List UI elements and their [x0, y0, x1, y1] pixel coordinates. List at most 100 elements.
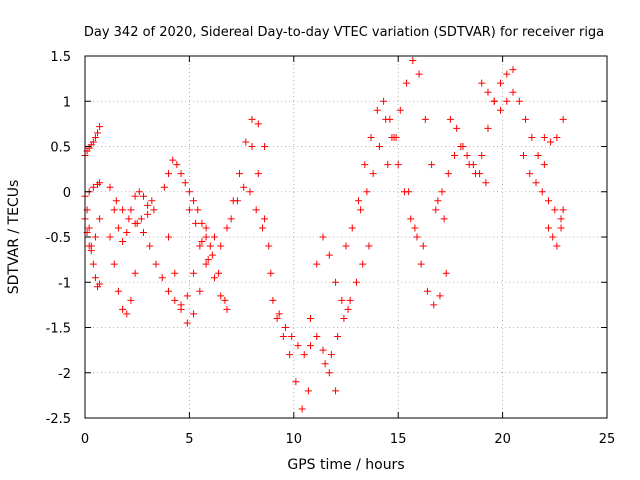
data-point: [421, 115, 429, 123]
data-point: [321, 360, 329, 368]
data-point: [171, 296, 179, 304]
data-point: [484, 124, 492, 132]
data-point: [254, 120, 262, 128]
data-point: [150, 206, 158, 214]
grid: [85, 56, 607, 418]
series-sat-z: [545, 206, 567, 250]
data-point: [114, 224, 122, 232]
data-point: [407, 215, 415, 223]
data-point: [553, 133, 561, 141]
data-point: [538, 188, 546, 196]
data-point: [313, 260, 321, 268]
data-point: [119, 206, 127, 214]
series-sat-o: [269, 296, 340, 395]
data-point: [190, 310, 198, 318]
data-point: [89, 183, 97, 191]
data-point: [183, 292, 191, 300]
data-point: [551, 206, 559, 214]
data-point: [204, 256, 212, 264]
data-point: [465, 161, 473, 169]
data-point: [409, 57, 417, 65]
data-point: [547, 138, 555, 146]
data-point: [261, 215, 269, 223]
data-point: [352, 278, 360, 286]
data-point: [515, 97, 523, 105]
series-sat-e: [106, 183, 156, 246]
data-point: [478, 79, 486, 87]
data-point: [248, 115, 256, 123]
data-point: [273, 314, 281, 322]
series-sat-w: [446, 66, 517, 178]
data-point: [528, 133, 536, 141]
data-point: [139, 228, 147, 236]
data-point: [367, 133, 375, 141]
y-tick-label: 1: [63, 95, 71, 110]
data-points: [81, 57, 567, 413]
series-sat-k: [185, 206, 231, 313]
data-point: [85, 144, 93, 152]
data-point: [131, 192, 139, 200]
data-point: [307, 314, 315, 322]
data-point: [411, 224, 419, 232]
data-point: [559, 206, 567, 214]
data-point: [158, 274, 166, 282]
data-point: [503, 97, 511, 105]
data-point: [325, 369, 333, 377]
data-point: [248, 143, 256, 150]
data-point: [497, 79, 505, 87]
data-point: [89, 138, 97, 146]
series-sat-g: [112, 197, 158, 227]
data-point: [434, 197, 442, 205]
data-point: [373, 106, 381, 114]
data-point: [89, 260, 97, 268]
data-point: [144, 201, 152, 209]
x-tick-label: 25: [599, 432, 616, 447]
data-point: [190, 269, 198, 277]
data-point: [313, 333, 321, 341]
data-point: [342, 242, 350, 250]
data-point: [519, 152, 527, 160]
data-point: [540, 133, 548, 141]
data-point: [417, 260, 425, 268]
data-point: [210, 274, 218, 282]
data-point: [444, 170, 452, 178]
data-point: [275, 310, 283, 318]
data-point: [471, 170, 479, 178]
data-point: [146, 242, 154, 250]
series-sat-u: [405, 188, 450, 309]
data-point: [110, 206, 118, 214]
data-point: [363, 188, 371, 196]
data-point: [380, 97, 388, 105]
data-point: [319, 346, 327, 354]
data-point: [112, 197, 120, 205]
data-point: [181, 179, 189, 187]
series-sat-y: [519, 152, 565, 223]
data-point: [185, 188, 193, 196]
data-point: [198, 238, 206, 246]
x-tick-label: 0: [81, 432, 89, 447]
data-point: [87, 247, 95, 255]
x-tick-label: 15: [390, 432, 407, 447]
data-point: [169, 156, 177, 164]
data-point: [459, 143, 467, 150]
data-point: [300, 351, 308, 359]
data-point: [265, 242, 273, 250]
data-point: [127, 206, 135, 214]
data-point: [148, 197, 156, 205]
data-point: [123, 228, 131, 236]
data-point: [442, 269, 450, 277]
data-point: [123, 310, 131, 318]
series-sat-m: [227, 183, 273, 250]
data-point: [269, 296, 277, 304]
data-point: [177, 170, 185, 178]
data-point: [190, 197, 198, 205]
data-point: [325, 251, 333, 259]
data-point: [152, 260, 160, 268]
data-point: [478, 152, 486, 160]
data-point: [403, 79, 411, 87]
data-point: [202, 233, 210, 241]
data-point: [288, 333, 296, 341]
series-sat-n: [248, 143, 312, 413]
data-point: [281, 324, 289, 331]
data-point: [127, 296, 135, 304]
